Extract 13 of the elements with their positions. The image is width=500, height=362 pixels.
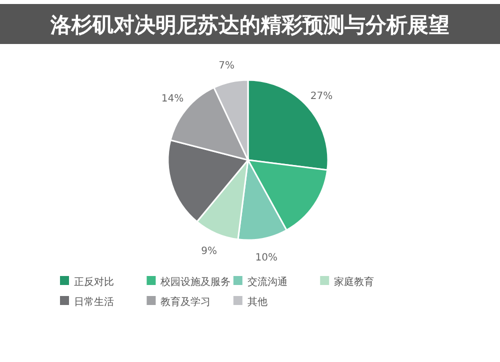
legend-label: 其他 bbox=[247, 296, 268, 308]
chart-title: 洛杉矶对决明尼苏达的精彩预测与分析展望 bbox=[50, 13, 450, 37]
legend-label: 交流沟通 bbox=[247, 276, 288, 288]
data-label: 14% bbox=[161, 94, 184, 105]
legend-label: 正反对比 bbox=[74, 276, 114, 288]
data-label: 10% bbox=[255, 252, 278, 264]
legend-label: 日常生活 bbox=[74, 296, 114, 308]
data-label: 9% bbox=[201, 246, 218, 257]
legend-label: 校园设施及服务 bbox=[160, 276, 231, 288]
legend-label: 家庭教育 bbox=[334, 276, 374, 288]
data-label: 27% bbox=[310, 91, 333, 102]
legend-label: 教育及学习 bbox=[160, 296, 211, 308]
data-label: 7% bbox=[218, 60, 235, 72]
